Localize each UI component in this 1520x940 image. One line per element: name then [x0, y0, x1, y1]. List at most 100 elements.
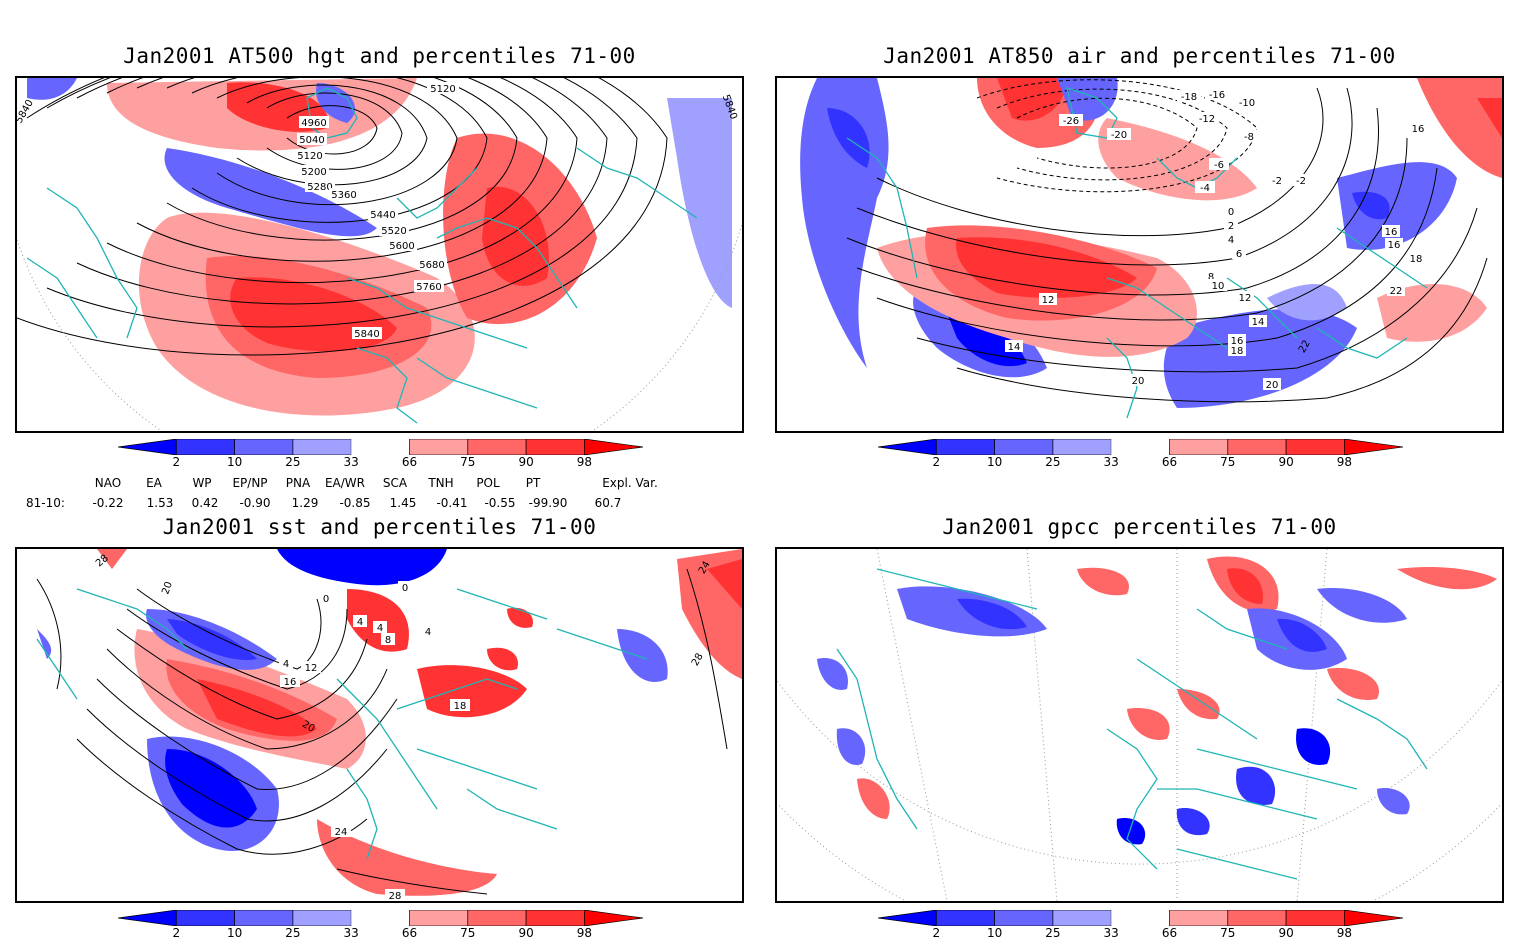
colorbar-arrow-high — [1344, 910, 1403, 926]
svg-text:12: 12 — [305, 663, 318, 674]
colorbar-neutral — [1111, 910, 1170, 926]
svg-text:20: 20 — [1132, 376, 1145, 387]
panel-title-hgt500: Jan2001 AT500 hgt and percentiles 71-00 — [123, 44, 636, 68]
colorbar-sst: 2 10 25 33 66 75 90 98 — [118, 910, 643, 940]
panel-title-sst: Jan2001 sst and percentiles 71-00 — [162, 515, 597, 539]
index-header: SCA — [382, 476, 408, 490]
colorbar-tick-label: 25 — [285, 926, 301, 940]
colorbar-arrow-high — [584, 439, 643, 455]
colorbar-swatch — [234, 910, 294, 926]
index-header: Expl. Var. — [602, 476, 658, 490]
colorbar-swatch — [1285, 910, 1345, 926]
colorbar-tick-label: 25 — [1045, 455, 1061, 469]
colorbar-tick-label: 98 — [1336, 926, 1353, 940]
svg-text:16: 16 — [1388, 240, 1401, 251]
colorbar-neutral — [1111, 439, 1170, 455]
svg-text:14: 14 — [1008, 342, 1021, 353]
panel-title-air850: Jan2001 AT850 air and percentiles 71-00 — [883, 44, 1396, 68]
svg-text:8: 8 — [1208, 272, 1214, 283]
map-panel-sst: 28 20 0 0 4 4 4 8 4 12 16 20 24 28 28 18… — [15, 547, 744, 903]
index-value: -0.22 — [92, 496, 124, 510]
svg-text:-4: -4 — [1200, 183, 1210, 194]
colorbar-swatch — [1227, 910, 1287, 926]
svg-text:5280: 5280 — [307, 182, 332, 193]
svg-text:28: 28 — [389, 891, 402, 901]
colorbar-tick-label: 66 — [401, 455, 418, 469]
indices-table: NAO EA WP EP/NP PNA EA/WR SCA TNH POL PT Expl. Var… — [0, 474, 700, 514]
svg-text:20: 20 — [160, 580, 175, 596]
svg-text:20: 20 — [1266, 380, 1279, 391]
colorbar-tick-label: 2 — [172, 926, 181, 940]
svg-text:5440: 5440 — [370, 210, 395, 221]
svg-text:10: 10 — [1212, 281, 1225, 292]
colorbar-swatch — [467, 910, 527, 926]
colorbar-tick-label: 90 — [1278, 926, 1294, 940]
map-hgt500-svg: 5120 4960 5040 5120 5200 5280 5360 5440 … — [17, 78, 742, 431]
colorbar-swatch — [994, 439, 1054, 455]
svg-text:5520: 5520 — [381, 226, 406, 237]
colorbar-svg — [118, 439, 643, 455]
map-panel-gpcc — [775, 547, 1504, 903]
colorbar-tick-label: 90 — [518, 926, 534, 940]
svg-text:4: 4 — [283, 659, 289, 670]
colorbar-tick-label: 10 — [986, 455, 1003, 469]
colorbar-tick-label: 98 — [1336, 455, 1353, 469]
colorbar-swatch — [935, 439, 995, 455]
colorbar-swatch — [175, 910, 235, 926]
map-panel-hgt500: 5120 4960 5040 5120 5200 5280 5360 5440 … — [15, 76, 744, 433]
svg-text:5760: 5760 — [416, 282, 441, 293]
index-value: -0.85 — [339, 496, 371, 510]
svg-text:5120: 5120 — [430, 84, 455, 95]
colorbar-arrow-low — [878, 910, 937, 926]
svg-text:4: 4 — [357, 617, 363, 628]
colorbar-tick-label: 33 — [343, 926, 359, 940]
colorbar-swatch — [467, 439, 527, 455]
index-header: PNA — [285, 476, 311, 490]
svg-text:5840: 5840 — [354, 329, 379, 340]
colorbar-arrow-low — [118, 910, 177, 926]
svg-text:8: 8 — [385, 635, 391, 646]
index-header: TNH — [428, 476, 454, 490]
colorbar-tick-label: 66 — [401, 926, 418, 940]
svg-text:5680: 5680 — [419, 260, 444, 271]
svg-text:-2: -2 — [1272, 176, 1282, 187]
colorbar-tick-label: 10 — [986, 926, 1003, 940]
colorbar-svg — [118, 910, 643, 926]
svg-text:-6: -6 — [1214, 160, 1224, 171]
colorbar-arrow-high — [1344, 439, 1403, 455]
svg-text:-8: -8 — [1244, 132, 1254, 143]
colorbar-arrow-high — [584, 910, 643, 926]
colorbar-arrow-low — [118, 439, 177, 455]
svg-text:5200: 5200 — [301, 167, 326, 178]
map-air850-svg: -26 -20 -18 -16 -12 -10 -8 -6 -4 -2 0 2 … — [777, 78, 1502, 431]
colorbar-tick-label: 90 — [1278, 455, 1294, 469]
svg-text:-16: -16 — [1209, 90, 1225, 101]
svg-text:18: 18 — [1231, 346, 1244, 357]
index-value: -0.90 — [239, 496, 271, 510]
svg-text:5600: 5600 — [389, 241, 414, 252]
svg-text:-2: -2 — [1296, 176, 1306, 187]
colorbar-tick-label: 25 — [285, 455, 301, 469]
colorbar-tick-label: 10 — [226, 926, 243, 940]
colorbar-swatch — [409, 910, 469, 926]
colorbar-tick-label: 10 — [226, 455, 243, 469]
svg-text:4: 4 — [1228, 235, 1234, 246]
index-value: -0.41 — [436, 496, 468, 510]
map-gpcc-svg — [777, 549, 1502, 901]
svg-text:6: 6 — [1236, 249, 1242, 260]
svg-text:-20: -20 — [1111, 130, 1127, 141]
svg-text:-18: -18 — [1181, 92, 1197, 103]
svg-text:4: 4 — [425, 627, 431, 638]
colorbar-tick-label: 2 — [172, 455, 181, 469]
index-value: 1.29 — [291, 496, 319, 510]
colorbar-swatch — [994, 910, 1054, 926]
colorbar-swatch — [292, 439, 352, 455]
index-value: 1.45 — [389, 496, 417, 510]
colorbar-tick-label: 2 — [932, 926, 941, 940]
index-value: -0.55 — [484, 496, 516, 510]
colorbar-air850: 2 10 25 33 66 75 90 98 — [878, 439, 1403, 471]
colorbar-swatch — [1169, 910, 1229, 926]
colorbar-tick-label: 75 — [1220, 926, 1236, 940]
svg-text:16: 16 — [284, 677, 297, 688]
svg-text:4: 4 — [377, 623, 383, 634]
